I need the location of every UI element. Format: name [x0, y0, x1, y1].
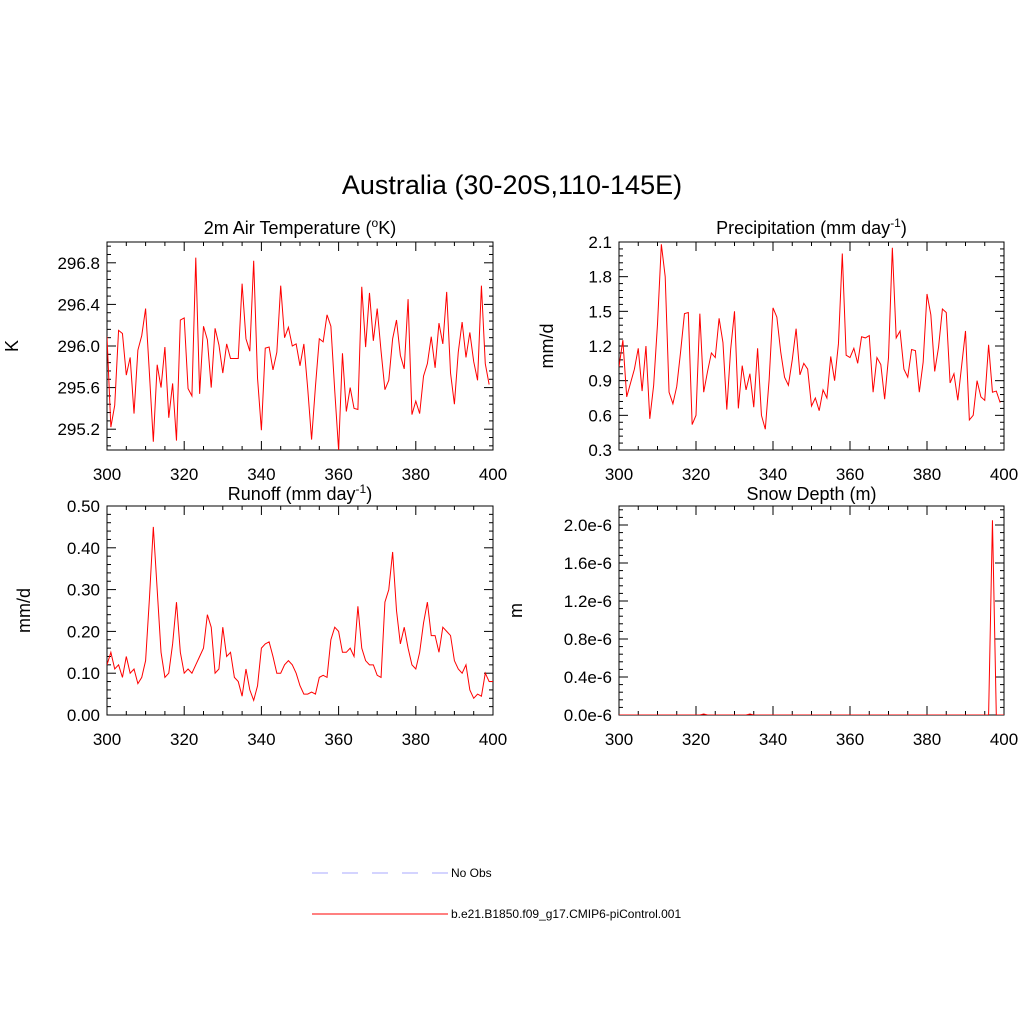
series-line	[619, 520, 1004, 715]
x-tick-label: 400	[990, 730, 1018, 749]
chart-panel-runoff: Runoff (mm day-1) mm/d 300 320 340 360 380 400 0…	[14, 482, 507, 749]
x-tick-label: 340	[247, 465, 275, 484]
panel-title-text: Precipitation (mm day	[716, 218, 890, 238]
y-axis-label: mm/d	[14, 588, 34, 633]
y-axis-label: m	[506, 603, 526, 618]
y-axis-label: K	[2, 340, 22, 352]
plot-frame	[106, 241, 494, 451]
x-tick-label: 360	[836, 730, 864, 749]
y-tick-label: 0.8e-6	[564, 630, 612, 649]
y-tick-label: 1.2	[588, 337, 612, 356]
legend-item: No Obs	[312, 866, 492, 880]
panel-title-snow: Snow Depth (m)	[746, 484, 876, 504]
panel-title-text: Runoff (mm day	[228, 484, 356, 504]
panel-title-precip: Precipitation (mm day-1)	[716, 216, 907, 238]
panel-title-text: 2m Air Temperature (	[204, 218, 372, 238]
panels: 2m Air Temperature (oK) K 300 320 340 360 380 4…	[2, 216, 1018, 749]
x-tick-label: 380	[402, 730, 430, 749]
y-tick-label: 295.2	[57, 420, 100, 439]
x-tick-label: 380	[402, 465, 430, 484]
x-tick-label: 340	[759, 465, 787, 484]
y-tick-label: 0.9	[588, 372, 612, 391]
panel-title-text: Snow Depth (m)	[746, 484, 876, 504]
legend-item: b.e21.B1850.f09_g17.CMIP6-piControl.001	[312, 907, 681, 921]
y-tick-label: 0.20	[67, 622, 100, 641]
y-tick-label: 296.4	[57, 295, 100, 314]
panel-title-superscript: -1	[890, 216, 901, 230]
panel-title-suffix: K)	[378, 218, 396, 238]
x-tick-label: 300	[605, 465, 633, 484]
panel-title-suffix: )	[366, 484, 372, 504]
y-tick-label: 1.6e-6	[564, 554, 612, 573]
y-tick-label: 295.6	[57, 379, 100, 398]
x-tick-label: 320	[170, 465, 198, 484]
series-line	[619, 244, 1001, 430]
chart-panel-snow: Snow Depth (m) m 300 320 340 360 380 400 0.0e-6 0…	[506, 484, 1018, 749]
series-line	[107, 257, 490, 450]
plot-frame	[106, 505, 494, 716]
y-tick-label: 0.50	[67, 497, 100, 516]
y-tick-label: 296.8	[57, 254, 100, 273]
y-axis-label: mm/d	[537, 324, 557, 369]
x-tick-label: 340	[759, 730, 787, 749]
x-tick-label: 300	[93, 465, 121, 484]
panel-title-superscript: o	[372, 216, 379, 230]
x-tick-label: 300	[93, 730, 121, 749]
y-tick-label: 1.8	[588, 268, 612, 287]
y-tick-label: 0.4e-6	[564, 668, 612, 687]
y-tick-label: 0.6	[588, 406, 612, 425]
legend: No Obs b.e21.B1850.f09_g17.CMIP6-piContro…	[312, 866, 681, 921]
legend-label: b.e21.B1850.f09_g17.CMIP6-piControl.001	[451, 907, 681, 921]
y-tick-label: 0.40	[67, 539, 100, 558]
plot-frame	[618, 241, 1005, 451]
y-tick-label: 0.3	[588, 441, 612, 460]
y-tick-label: 2.0e-6	[564, 516, 612, 535]
y-tick-label: 2.1	[588, 233, 612, 252]
x-tick-label: 400	[990, 465, 1018, 484]
x-tick-label: 360	[324, 465, 352, 484]
x-tick-label: 400	[479, 465, 507, 484]
y-tick-label: 0.0e-6	[564, 706, 612, 725]
legend-label: No Obs	[451, 866, 492, 880]
y-tick-label: 296.0	[57, 337, 100, 356]
x-tick-label: 320	[170, 730, 198, 749]
chart-panel-precip: Precipitation (mm day-1) mm/d 300 320 340 360…	[537, 216, 1018, 484]
y-tick-label: 1.2e-6	[564, 592, 612, 611]
panel-title-superscript: -1	[356, 482, 367, 496]
x-tick-label: 320	[682, 730, 710, 749]
chart-panel-temp: 2m Air Temperature (oK) K 300 320 340 360 380 4…	[2, 216, 507, 484]
x-tick-label: 380	[913, 730, 941, 749]
x-tick-label: 320	[682, 465, 710, 484]
x-tick-label: 360	[324, 730, 352, 749]
series-line	[107, 526, 493, 703]
figure-title: Australia (30-20S,110-145E)	[342, 170, 682, 200]
x-tick-label: 300	[605, 730, 633, 749]
y-tick-label: 0.10	[67, 664, 100, 683]
panel-title-runoff: Runoff (mm day-1)	[228, 482, 372, 504]
x-tick-label: 340	[247, 730, 275, 749]
plot-frame	[618, 505, 1005, 716]
x-tick-label: 380	[913, 465, 941, 484]
y-tick-label: 0.00	[67, 706, 100, 725]
panel-title-suffix: )	[901, 218, 907, 238]
y-tick-label: 1.5	[588, 302, 612, 321]
x-tick-label: 400	[479, 730, 507, 749]
panel-title-temp: 2m Air Temperature (oK)	[204, 216, 396, 238]
x-tick-label: 360	[836, 465, 864, 484]
y-tick-label: 0.30	[67, 581, 100, 600]
